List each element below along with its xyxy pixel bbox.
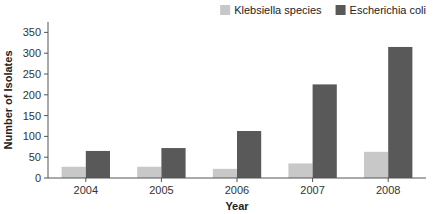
bar <box>137 167 161 178</box>
bar <box>388 47 412 178</box>
y-tick <box>44 136 48 137</box>
bars <box>62 47 413 178</box>
chart: 0501001502002503003502004200520062007200… <box>0 0 436 214</box>
x-tick-label: 2006 <box>225 184 249 196</box>
bar <box>364 152 388 178</box>
y-axis-line <box>48 22 49 178</box>
legend: Klebsiella species Escherichia coli <box>220 4 426 16</box>
x-axis: 2004 2005 2006 2007 2008 <box>74 178 401 196</box>
x-tick <box>85 178 86 182</box>
y-tick-label: 300 <box>23 47 41 59</box>
legend-item: Escherichia coli <box>336 4 426 16</box>
y-tick-label: 50 <box>29 151 41 163</box>
x-axis-title: Year <box>225 200 249 212</box>
y-tick-label: 200 <box>23 89 41 101</box>
bar <box>62 167 86 178</box>
x-tick <box>312 178 313 182</box>
legend-label: Klebsiella species <box>234 4 322 16</box>
y-tick <box>44 94 48 95</box>
x-tick <box>388 178 389 182</box>
y-tick <box>44 74 48 75</box>
x-tick-label: 2005 <box>149 184 173 196</box>
y-tick-label: 250 <box>23 68 41 80</box>
y-axis-title: Number of Isolates <box>2 50 14 149</box>
bar <box>313 84 337 178</box>
y-tick <box>44 178 48 179</box>
bar <box>237 131 261 178</box>
legend-swatch <box>220 5 230 15</box>
y-tick-label: 350 <box>23 26 41 38</box>
legend-item: Klebsiella species <box>220 4 322 16</box>
y-tick <box>44 115 48 116</box>
y-tick-label: 0 <box>35 172 41 184</box>
bar <box>161 148 185 178</box>
x-tick-label: 2004 <box>74 184 98 196</box>
legend-swatch <box>336 5 346 15</box>
y-axis: 0 50 100 150 200 250 300 350 <box>23 26 48 184</box>
y-tick <box>44 32 48 33</box>
y-tick-label: 150 <box>23 110 41 122</box>
x-tick-label: 2007 <box>300 184 324 196</box>
y-tick-label: 100 <box>23 130 41 142</box>
y-tick <box>44 53 48 54</box>
x-tick <box>237 178 238 182</box>
y-tick <box>44 157 48 158</box>
bar <box>86 151 110 178</box>
x-tick-label: 2008 <box>376 184 400 196</box>
legend-label: Escherichia coli <box>350 4 426 16</box>
bar <box>288 163 312 178</box>
x-tick <box>161 178 162 182</box>
bar <box>213 169 237 178</box>
